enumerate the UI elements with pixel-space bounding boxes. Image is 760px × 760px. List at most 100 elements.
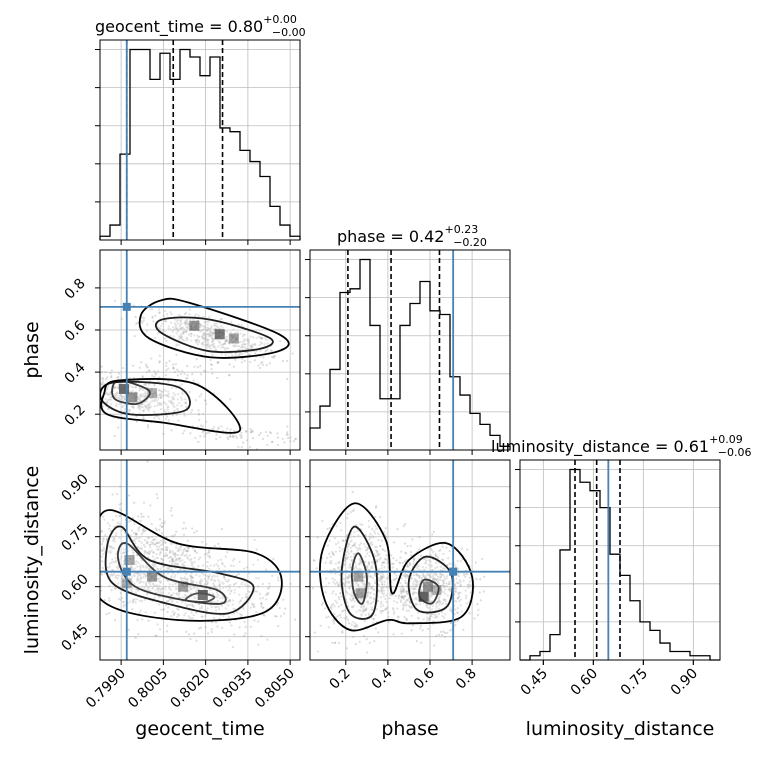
panel-phase-vs-luminosity-distance: 0.2 0.4 0.6 0.8: [305, 459, 511, 693]
sample-point: [94, 407, 96, 409]
sample-point: [232, 436, 235, 439]
sample-point: [200, 393, 203, 396]
sample-point: [211, 592, 215, 595]
sample-point: [249, 427, 252, 431]
sample-point: [331, 641, 334, 644]
sample-point: [211, 353, 214, 357]
sample-point: [144, 394, 147, 397]
sample-point: [137, 397, 141, 401]
sample-point: [433, 644, 436, 647]
sample-point: [170, 594, 174, 597]
sample-point: [205, 579, 208, 582]
sample-point: [54, 521, 56, 523]
sample-point: [137, 573, 140, 577]
sample-point: [259, 597, 262, 600]
sample-point: [146, 552, 149, 555]
sample-point: [207, 346, 211, 349]
sample-point: [108, 562, 112, 565]
sample-point: [271, 355, 274, 358]
sample-point: [104, 392, 108, 396]
sample-point: [270, 350, 274, 353]
sample-point: [175, 592, 178, 595]
sample-point: [170, 429, 173, 432]
sample-point: [170, 386, 173, 390]
sample-point: [259, 349, 262, 352]
sample-point: [316, 619, 318, 621]
sample-point: [180, 579, 183, 582]
sample-point: [106, 407, 110, 410]
sample-point: [178, 338, 181, 341]
sample-point: [240, 361, 243, 364]
sample-point: [220, 324, 223, 327]
sample-point: [115, 492, 119, 496]
sample-point: [192, 565, 195, 569]
sample-point: [276, 576, 280, 579]
sample-point: [102, 538, 105, 541]
sample-point: [365, 638, 368, 641]
sample-point: [286, 359, 289, 362]
sample-point: [168, 551, 171, 554]
sample-point: [143, 551, 146, 554]
sample-point: [93, 377, 95, 379]
sample-point: [171, 402, 174, 405]
sample-point: [166, 313, 169, 316]
sample-point: [163, 319, 166, 323]
sample-point: [186, 577, 189, 581]
sample-point: [152, 394, 155, 398]
sample-point: [129, 519, 132, 523]
sample-point: [162, 401, 165, 404]
sample-point: [160, 390, 164, 393]
sample-point: [303, 433, 305, 435]
sample-point: [153, 375, 156, 379]
sample-point: [228, 578, 231, 582]
sample-point: [74, 556, 76, 558]
sample-point: [225, 339, 228, 342]
sample-point: [197, 558, 201, 561]
sample-point: [157, 380, 160, 383]
contour-line: [319, 502, 474, 632]
sample-point: [225, 338, 228, 341]
sample-point: [155, 557, 158, 560]
sample-point: [310, 440, 312, 442]
sample-point: [275, 615, 278, 618]
sample-point: [116, 567, 120, 570]
sample-point: [118, 398, 122, 401]
sample-point: [157, 332, 160, 335]
sample-point: [234, 336, 237, 340]
sample-point: [158, 376, 161, 379]
sample-point: [123, 543, 127, 546]
sample-point: [168, 399, 171, 403]
sample-point: [199, 583, 203, 586]
sample-point: [145, 407, 148, 410]
sample-point: [212, 582, 215, 585]
sample-point: [395, 574, 398, 577]
sample-point: [181, 432, 185, 435]
sample-point: [417, 548, 421, 551]
sample-point: [233, 633, 236, 636]
sample-point: [209, 344, 212, 347]
sample-point: [460, 547, 464, 550]
sample-point: [197, 335, 200, 339]
sample-point: [236, 334, 239, 337]
sample-point: [186, 377, 189, 380]
sample-point: [232, 334, 235, 337]
sample-point: [245, 566, 249, 569]
sample-point: [211, 334, 214, 337]
sample-point: [371, 662, 373, 664]
sample-point: [115, 402, 118, 405]
sample-point: [170, 321, 173, 324]
sample-point: [203, 340, 206, 343]
sample-point: [294, 618, 297, 621]
sample-point: [218, 608, 221, 611]
sample-point: [143, 404, 147, 407]
sample-point: [391, 562, 394, 566]
sample-point: [166, 611, 169, 614]
sample-point: [142, 409, 145, 413]
sample-point: [146, 542, 149, 545]
sample-point: [113, 386, 116, 389]
sample-point: [171, 560, 174, 563]
sample-point: [391, 566, 394, 569]
sample-point: [158, 541, 161, 544]
sample-point: [225, 339, 228, 342]
sample-point: [216, 361, 219, 364]
